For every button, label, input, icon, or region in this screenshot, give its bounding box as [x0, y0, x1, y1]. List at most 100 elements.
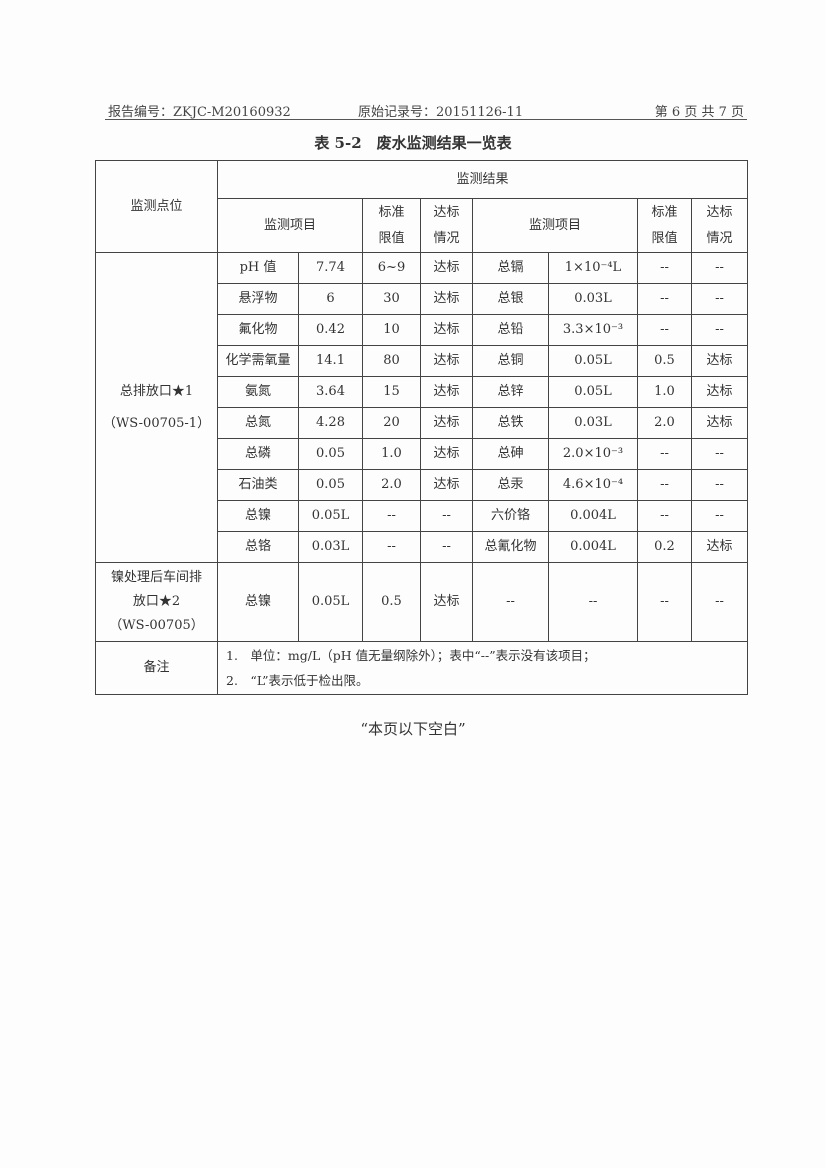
page-number: 第 6 页 共 7 页: [654, 105, 744, 120]
table-row: 总磷 0.05 1.0 达标 总砷 2.0×10⁻³ -- --: [96, 438, 748, 470]
cell: 六价铬: [472, 500, 549, 532]
cell: 80: [362, 345, 421, 377]
cell: --: [637, 283, 692, 315]
cell: --: [691, 469, 748, 501]
cell: 0.05: [298, 438, 363, 470]
report-number: 报告编号：ZKJC-M20160932: [108, 105, 291, 120]
cell: 0.03L: [298, 531, 363, 563]
cell: --: [637, 252, 692, 284]
note-1: 1. 单位：mg/L（pH 值无量纲除外）；表中“--”表示没有该项目；: [226, 648, 596, 663]
cell: 2.0: [362, 469, 421, 501]
cell: 总铜: [472, 345, 549, 377]
cell: 0.5: [362, 562, 421, 642]
record-number: 原始记录号：20151126-11: [358, 105, 524, 120]
header-item: 监测项目: [217, 198, 363, 253]
cell: --: [691, 438, 748, 470]
cell: 达标: [420, 407, 473, 439]
cell: 14.1: [298, 345, 363, 377]
cell: --: [420, 500, 473, 532]
header-limit: 标准限值: [362, 198, 421, 253]
cell: 6~9: [362, 252, 421, 284]
table-row: 氨氮 3.64 15 达标 总锌 0.05L 1.0 达标: [96, 376, 748, 408]
site2-code: （WS-00705）: [109, 618, 204, 633]
site2-name: 镍处理后车间排: [110, 570, 202, 585]
cell: 总镉: [472, 252, 549, 284]
table-row: 总镍 0.05L -- -- 六价铬 0.004L -- --: [96, 500, 748, 532]
cell: 悬浮物: [217, 283, 299, 315]
cell: 7.74: [298, 252, 363, 284]
cell: 达标: [691, 407, 748, 439]
cell: 化学需氧量: [217, 345, 299, 377]
cell: 0.42: [298, 314, 363, 346]
header-limit-2: 标准限值: [637, 198, 692, 253]
cell: 0.5: [637, 345, 692, 377]
header-divider: [105, 119, 747, 120]
cell: 达标: [691, 376, 748, 408]
cell: 0.2: [637, 531, 692, 563]
cell: 达标: [420, 469, 473, 501]
cell: 达标: [420, 438, 473, 470]
cell: 10: [362, 314, 421, 346]
cell: 总磷: [217, 438, 299, 470]
cell: 总铅: [472, 314, 549, 346]
header-status-2: 达标情况: [691, 198, 748, 253]
cell: 0.05: [298, 469, 363, 501]
header-point: 监测点位: [95, 160, 218, 253]
cell: --: [637, 562, 692, 642]
cell: 3.3×10⁻³: [548, 314, 638, 346]
cell: 总锌: [472, 376, 549, 408]
header-results: 监测结果: [217, 160, 748, 199]
cell: --: [691, 314, 748, 346]
notes: 1. 单位：mg/L（pH 值无量纲除外）；表中“--”表示没有该项目； 2. …: [217, 641, 748, 695]
cell: 0.05L: [548, 376, 638, 408]
cell: 达标: [420, 314, 473, 346]
cell: 0.03L: [548, 283, 638, 315]
results-table: 监测点位 监测结果 监测项目 标准限值 达标情况 监测项目 标准限值 达标情况 …: [95, 160, 748, 695]
cell: 达标: [420, 562, 473, 642]
cell: 1.0: [637, 376, 692, 408]
cell: 0.05L: [298, 562, 363, 642]
cell: 达标: [420, 376, 473, 408]
cell: 0.05L: [298, 500, 363, 532]
cell: 达标: [420, 283, 473, 315]
cell: --: [472, 562, 549, 642]
site1-cell: 总排放口★1 （WS-00705-1）: [95, 252, 218, 563]
cell: --: [691, 500, 748, 532]
table-row-site2: 镍处理后车间排 放口★2 （WS-00705） 总镍 0.05L 0.5 达标 …: [95, 562, 748, 642]
table-row: 悬浮物 6 30 达标 总银 0.03L -- --: [96, 283, 748, 315]
cell: --: [691, 252, 748, 284]
table-row: 石油类 0.05 2.0 达标 总汞 4.6×10⁻⁴ -- --: [96, 469, 748, 501]
cell: 总银: [472, 283, 549, 315]
cell: 达标: [420, 345, 473, 377]
cell: 0.03L: [548, 407, 638, 439]
cell: 总铬: [217, 531, 299, 563]
table-row: 总铬 0.03L -- -- 总氰化物 0.004L 0.2 达标: [96, 531, 748, 563]
cell: 达标: [691, 345, 748, 377]
table-title: 表 5-2 废水监测结果一览表: [314, 134, 512, 152]
cell: 总氮: [217, 407, 299, 439]
cell: 4.6×10⁻⁴: [548, 469, 638, 501]
cell: --: [691, 283, 748, 315]
cell: 达标: [420, 252, 473, 284]
site2-cell: 镍处理后车间排 放口★2 （WS-00705）: [95, 562, 218, 642]
cell: --: [362, 531, 421, 563]
cell: 30: [362, 283, 421, 315]
cell: --: [548, 562, 638, 642]
cell: 总铁: [472, 407, 549, 439]
cell: 总砷: [472, 438, 549, 470]
header-item-2: 监测项目: [472, 198, 638, 253]
cell: 2.0×10⁻³: [548, 438, 638, 470]
table-row: 化学需氧量 14.1 80 达标 总铜 0.05L 0.5 达标: [96, 345, 748, 377]
cell: 总镍: [217, 562, 299, 642]
cell: 总氰化物: [472, 531, 549, 563]
cell: --: [691, 562, 748, 642]
cell: 1.0: [362, 438, 421, 470]
note-2: 2. “L”表示低于检出限。: [226, 673, 369, 688]
cell: --: [420, 531, 473, 563]
notes-label: 备注: [95, 641, 218, 695]
page-header: 报告编号：ZKJC-M20160932 原始记录号：20151126-11 第 …: [108, 101, 744, 120]
cell: 总镍: [217, 500, 299, 532]
cell: --: [637, 500, 692, 532]
table-row: 总排放口★1 （WS-00705-1） pH 值 7.74 6~9 达标 总镉 1×10⁻⁴L…: [95, 252, 748, 563]
